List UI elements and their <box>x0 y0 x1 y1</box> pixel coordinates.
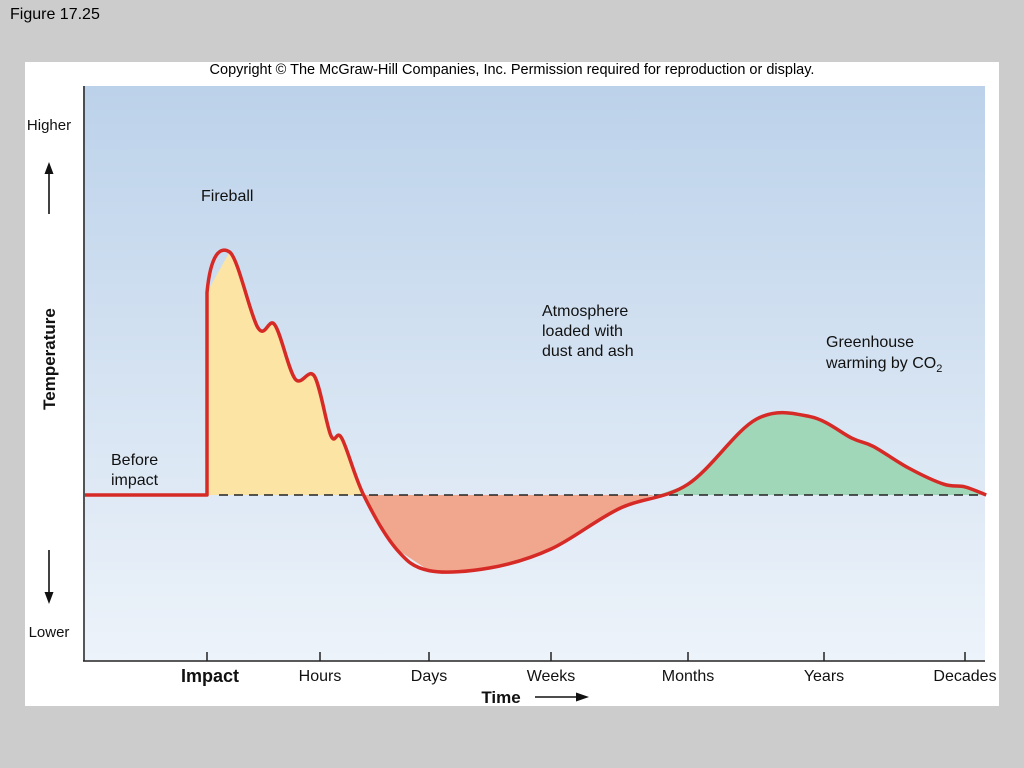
x-tick-label-decades: Decades <box>933 668 996 685</box>
temperature-time-chart: Higher Lower Temperature Impact Hours Days… <box>27 86 997 706</box>
y-axis-title: Temperature <box>40 308 59 410</box>
y-low-label: Lower <box>29 624 70 641</box>
figure-panel: Copyright © The McGraw-Hill Companies, I… <box>25 62 999 706</box>
y-high-label: Higher <box>27 117 71 134</box>
x-tick-label-years: Years <box>804 668 844 685</box>
temperature-curve <box>85 248 987 574</box>
fireball-area <box>207 252 364 495</box>
x-tick-label-weeks: Weeks <box>527 668 576 685</box>
greenhouse-warming-area <box>619 412 987 495</box>
annotation-before: Before impact <box>111 452 159 489</box>
annotation-atmosphere: Atmosphere loaded with dust and ash <box>542 303 634 360</box>
right-arrow-icon <box>535 692 589 702</box>
figure-label: Figure 17.25 <box>10 6 100 23</box>
copyright-notice: Copyright © The McGraw-Hill Companies, I… <box>209 62 815 78</box>
x-tick-label-hours: Hours <box>299 668 342 685</box>
annotation-greenhouse: Greenhouse warming by CO2 <box>825 334 942 375</box>
x-axis-title: Time <box>481 688 520 706</box>
dust-cooling-area <box>363 495 655 573</box>
x-tick-label-months: Months <box>662 668 714 685</box>
x-tick-label-impact: Impact <box>181 666 239 686</box>
x-tick-label-days: Days <box>411 668 447 685</box>
up-arrow-icon <box>44 162 54 214</box>
annotation-fireball: Fireball <box>201 188 253 205</box>
down-arrow-icon <box>44 550 54 604</box>
